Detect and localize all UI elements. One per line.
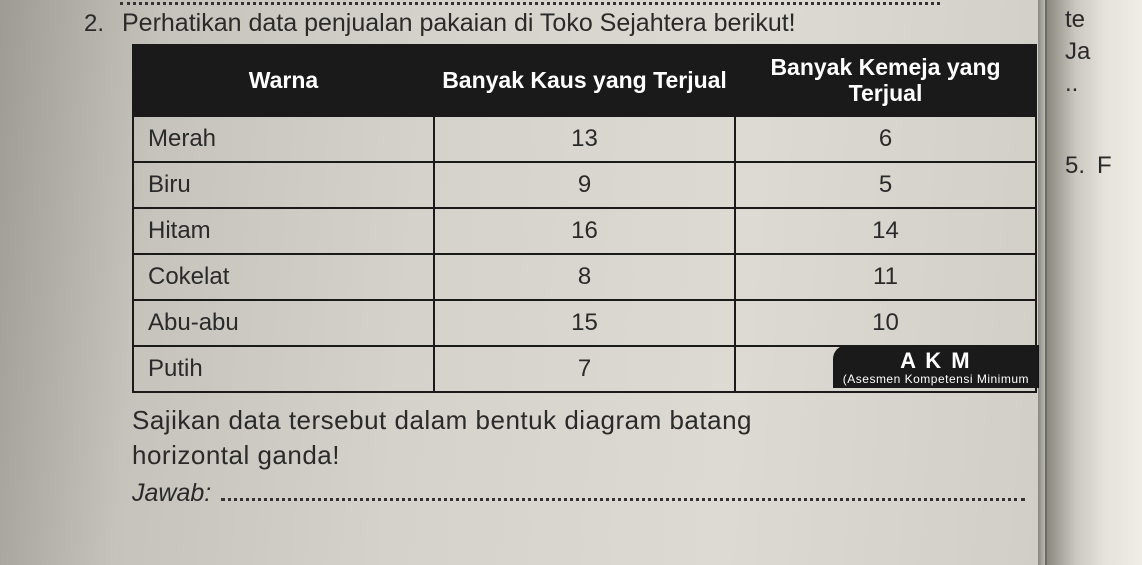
right-q5: 5. F	[1065, 152, 1142, 180]
instruction-text: Sajikan data tersebut dalam bentuk diagr…	[132, 403, 1025, 473]
sales-table: Warna Banyak Kaus yang Terjual Banyak Ke…	[132, 44, 1037, 393]
right-fragment: ..	[1065, 70, 1142, 98]
top-dotted-rule	[120, 2, 940, 5]
row-label: Biru	[133, 162, 434, 208]
answer-label: Jawab:	[132, 479, 211, 508]
col-header-kemeja: Banyak Kemeja yang Terjual	[735, 45, 1036, 116]
col-header-kemeja-text: Banyak Kemeja yang Terjual	[770, 54, 1000, 106]
row-label: Putih	[133, 346, 434, 392]
row-label: Hitam	[133, 208, 434, 254]
instruction-line2: horizontal ganda!	[132, 440, 340, 470]
row-kemeja: 5	[735, 162, 1036, 208]
col-header-kaus-text: Banyak Kaus yang Terjual	[442, 67, 727, 93]
akm-cell: A K M (Asesmen Kompetensi Minimum	[735, 346, 1036, 392]
table-row: Abu-abu 15 10	[133, 300, 1036, 346]
akm-title: A K M	[843, 349, 1029, 373]
row-kaus: 7	[434, 346, 735, 392]
table-row: Biru 9 5	[133, 162, 1036, 208]
table-row: Hitam 16 14	[133, 208, 1036, 254]
row-label: Abu-abu	[133, 300, 434, 346]
col-header-kaus: Banyak Kaus yang Terjual	[434, 45, 735, 116]
question-number: 2.	[70, 10, 104, 38]
instruction-line1: Sajikan data tersebut dalam bentuk diagr…	[132, 405, 752, 435]
worksheet-page: 2. Perhatikan data penjualan pakaian di …	[0, 0, 1045, 565]
answer-row: Jawab:	[132, 479, 1025, 508]
akm-badge: A K M (Asesmen Kompetensi Minimum	[833, 345, 1039, 388]
row-kaus: 9	[434, 162, 735, 208]
table-row: Putih 7 A K M (Asesmen Kompetensi Minimu…	[133, 346, 1036, 392]
row-kemeja: 6	[735, 116, 1036, 162]
right-fragment: te	[1065, 6, 1142, 34]
akm-subtitle: (Asesmen Kompetensi Minimum	[843, 373, 1029, 386]
right-fragment: Ja	[1065, 38, 1142, 66]
right-q5-number: 5.	[1065, 152, 1085, 180]
row-kemeja: 11	[735, 254, 1036, 300]
question-prompt: Perhatikan data penjualan pakaian di Tok…	[122, 9, 796, 38]
right-q5-fragment: F	[1097, 152, 1112, 180]
row-kaus: 13	[434, 116, 735, 162]
row-kemeja: 10	[735, 300, 1036, 346]
row-kemeja: 14	[735, 208, 1036, 254]
col-header-warna: Warna	[133, 45, 434, 116]
table-row: Cokelat 8 11	[133, 254, 1036, 300]
question-row: 2. Perhatikan data penjualan pakaian di …	[70, 9, 1025, 38]
row-label: Merah	[133, 116, 434, 162]
table-header-row: Warna Banyak Kaus yang Terjual Banyak Ke…	[133, 45, 1036, 116]
right-page-edge: te Ja .. 5. F	[1045, 0, 1142, 565]
row-kaus: 15	[434, 300, 735, 346]
row-kaus: 16	[434, 208, 735, 254]
row-kaus: 8	[434, 254, 735, 300]
table-row: Merah 13 6	[133, 116, 1036, 162]
answer-dotted-line	[221, 483, 1025, 501]
row-label: Cokelat	[133, 254, 434, 300]
